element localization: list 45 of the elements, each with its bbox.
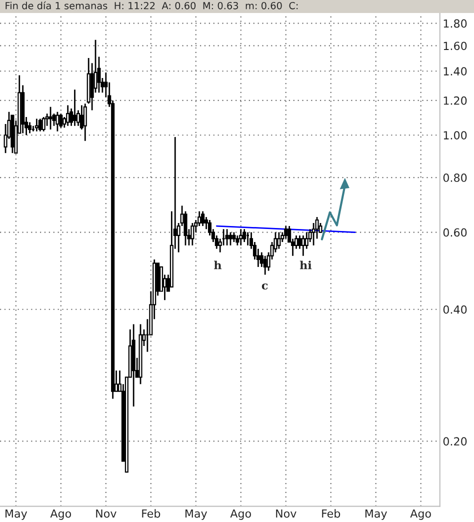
x-tick-label: Feb <box>142 509 160 518</box>
y-tick-label: 1.00 <box>444 131 467 140</box>
x-tick-label: May <box>185 509 208 520</box>
candlestick <box>277 232 281 250</box>
candlestick <box>34 118 38 132</box>
y-tick-label: 1.60 <box>444 42 467 50</box>
candlestick <box>301 234 305 257</box>
x-tick-label: May <box>6 509 28 520</box>
y-tick-label: 0.60 <box>443 228 467 237</box>
x-tick-label: Feb <box>322 509 340 518</box>
x-tick-label: Ago <box>50 509 72 520</box>
x-tick-label: Ago <box>410 509 431 520</box>
annotation: h <box>214 260 222 270</box>
candlestick <box>242 228 246 243</box>
candlestick <box>228 232 232 246</box>
y-tick-label: 1.80 <box>444 19 467 28</box>
x-tick-label: Nov <box>96 509 116 518</box>
x-tick-label: Nov <box>276 509 296 518</box>
candlestick <box>201 210 205 227</box>
x-tick-label: Ago <box>230 509 251 520</box>
y-tick-label: 0.40 <box>443 305 467 314</box>
candlestick <box>56 111 60 132</box>
annotation: c <box>262 283 268 290</box>
x-tick-label: May <box>365 509 387 520</box>
candlestick <box>38 118 42 132</box>
candlestick <box>190 222 194 246</box>
candlestick <box>83 102 87 142</box>
y-tick-label: 0.20 <box>443 437 467 446</box>
candlestick <box>232 232 236 243</box>
y-tick-label: 1.40 <box>444 67 467 76</box>
candlestick <box>239 228 243 246</box>
candlestick <box>42 116 46 132</box>
candlestick <box>284 225 288 240</box>
y-tick-label: 1.20 <box>444 96 467 105</box>
candlestick <box>225 228 229 246</box>
candlestick <box>298 234 302 250</box>
candlestick <box>59 112 63 128</box>
y-tick-label: 0.80 <box>443 174 467 182</box>
chart-title: Fin de día 1 semanas H: 11:22 A: 0.60 M: 0.63 m: 0.60 C: <box>6 1 298 10</box>
candlestick <box>72 88 77 127</box>
candlestick <box>66 104 70 127</box>
candlestick <box>263 255 267 276</box>
candlestick <box>304 232 308 250</box>
candlestick <box>48 106 52 130</box>
annotation: hi <box>300 260 312 270</box>
